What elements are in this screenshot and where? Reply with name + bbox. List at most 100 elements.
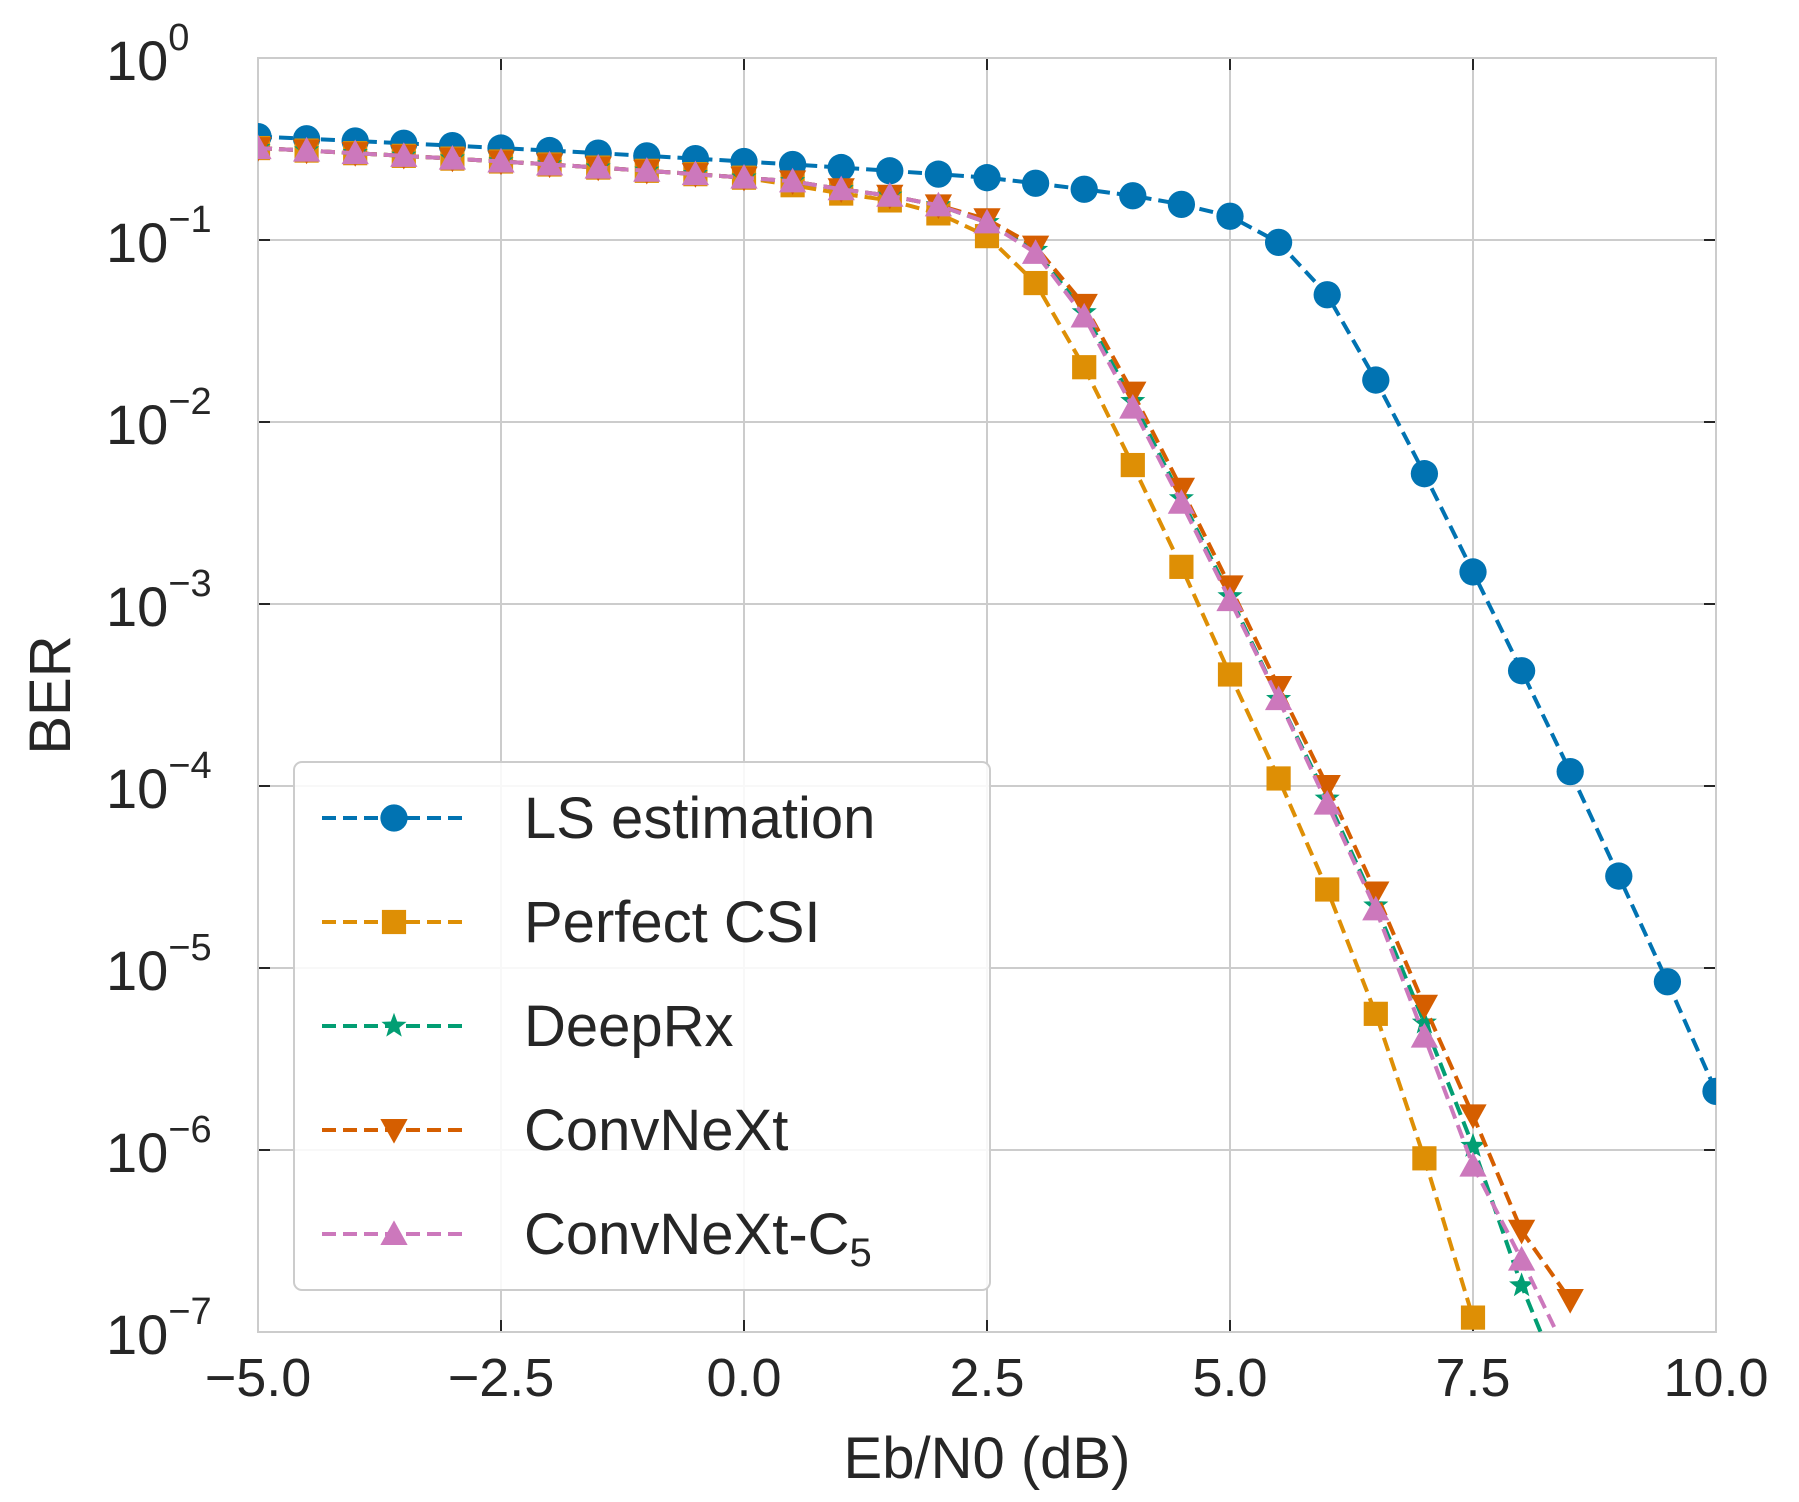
y-tick-label: 10−7 [106,1291,212,1366]
legend-item: Perfect CSI [322,890,821,955]
data-point [1362,881,1390,907]
data-point [1507,1245,1536,1271]
series-line [258,146,1559,1332]
data-point [1362,895,1390,921]
data-point [535,150,564,176]
y-tick-label: 10−3 [106,563,212,638]
legend-marker [380,1119,408,1144]
x-tick-label: 10.0 [1663,1348,1768,1408]
data-point [1070,175,1098,203]
data-point [1653,968,1682,996]
legend-marker [380,804,408,832]
y-tick-label: 100 [106,17,189,92]
data-point [1558,1391,1583,1415]
data-point [487,147,515,173]
data-point [1459,1104,1487,1129]
data-point [1167,489,1196,514]
x-tick-label: −2.5 [448,1348,555,1408]
data-point [1410,460,1439,488]
series-layer [258,122,1716,1415]
data-point [1460,1305,1486,1330]
data-point [924,191,953,217]
legend-item: LS estimation [322,786,875,851]
legend-label: ConvNeXt [524,1098,788,1163]
data-point [1605,862,1633,890]
data-point [730,164,758,189]
legend-item: ConvNeXt-C5 [322,1202,872,1275]
data-point [1362,366,1390,394]
data-point [1169,554,1194,579]
data-point [1363,1001,1388,1026]
data-point [1557,1347,1584,1372]
data-point [1021,239,1050,264]
data-point [876,157,904,185]
data-point [1216,586,1244,612]
data-point [1507,1219,1536,1245]
x-tick-label: 7.5 [1435,1348,1510,1408]
data-point [778,167,807,193]
legend-marker [380,1220,408,1245]
data-point [973,164,1001,192]
series-convnext-c [258,134,1584,1372]
data-point [1216,202,1244,230]
x-tick-label: 0.0 [706,1348,781,1408]
x-tick-label: −5.0 [205,1348,312,1408]
data-point [1313,281,1341,309]
plot-border [257,57,1717,1333]
data-point [1023,270,1048,296]
y-tick-label: 10−2 [106,381,212,456]
data-point [1459,558,1487,586]
x-tick-label: 5.0 [1192,1348,1267,1408]
legend-item: ConvNeXt [322,1098,788,1163]
data-point [1070,302,1098,328]
data-point [258,134,272,160]
data-point [1410,1022,1439,1048]
data-point [1120,452,1145,478]
data-point [1556,757,1584,786]
data-point [1459,1152,1487,1177]
y-tick-label: 10−5 [106,927,212,1002]
data-point [1509,1272,1535,1297]
data-point [1313,775,1341,800]
y-tick-label: 10−6 [106,1109,212,1184]
legend-label: ConvNeXt-C5 [524,1202,872,1275]
y-axis-label: BER [18,635,83,754]
legend-label: Perfect CSI [524,890,821,955]
data-point [341,139,369,165]
data-point [1460,1132,1486,1157]
data-point [1702,1077,1716,1105]
data-point [1167,190,1196,218]
data-point [1264,685,1293,711]
data-point [633,157,661,182]
data-point [681,160,710,186]
data-point [1313,789,1341,815]
data-point [924,160,953,188]
data-point [1264,228,1293,257]
data-point [292,136,321,162]
data-point [1556,1288,1584,1314]
data-point [1021,169,1050,197]
y-tick-label: 10−1 [106,199,212,274]
data-point [584,153,612,179]
legend-item: DeepRx [322,994,734,1059]
legend-box [293,761,991,1291]
data-point [1412,1146,1437,1171]
tick-labels: −5.0 −2.5 0.0 2.5 5.0 7.5 10.0 100 10−1 10−2 10−3 1… [106,17,1769,1408]
legend-marker [381,1012,407,1037]
data-point [1507,657,1536,685]
legend-marker [381,909,407,935]
data-point [827,175,855,201]
x-tick-label: 2.5 [949,1348,1024,1408]
data-point [876,182,904,207]
legend-label: LS estimation [524,786,875,851]
plot-frame [257,57,1717,1333]
data-point [438,144,467,170]
data-point [1217,662,1243,687]
data-point [1119,182,1147,210]
x-axis-label: Eb/N0 (dB) [844,1426,1131,1491]
legend: LS estimation Perfect CSI DeepRx ConvNeXt Co… [293,761,991,1291]
data-point [1119,393,1147,419]
data-point [1410,994,1439,1020]
data-point [390,142,418,167]
